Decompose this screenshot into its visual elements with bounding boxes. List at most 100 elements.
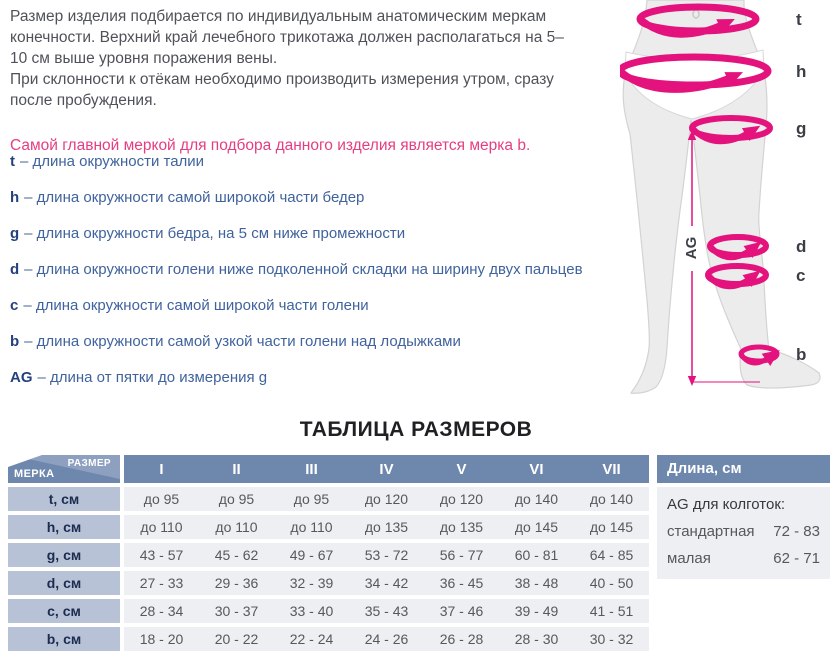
size-value-cell: 49 - 67 bbox=[274, 543, 349, 567]
ring-label-c: c bbox=[796, 266, 805, 285]
measure-key: c bbox=[10, 297, 19, 314]
size-value-cell: до 110 bbox=[199, 515, 274, 539]
size-column-header: IV bbox=[349, 455, 424, 483]
measure-item: c – длина окружности самой широкой части … bbox=[10, 295, 620, 331]
size-column-header: VI bbox=[499, 455, 574, 483]
size-value-cell: 37 - 46 bbox=[424, 599, 499, 623]
size-value-cell: до 140 bbox=[499, 487, 574, 511]
measure-item: d – длина окружности голени ниже подколен… bbox=[10, 259, 620, 295]
measure-item: t – длина окружности талии bbox=[10, 151, 620, 187]
measure-text: – длина окружности голени ниже подколенн… bbox=[24, 261, 583, 278]
ring-label-h: h bbox=[796, 62, 806, 81]
measure-key: AG bbox=[10, 369, 33, 386]
circumference-ring-d bbox=[707, 234, 769, 261]
circumference-ring-b bbox=[738, 344, 780, 367]
length-row: стандартная 72 - 83 bbox=[667, 523, 820, 540]
size-value-cell: до 110 bbox=[124, 515, 199, 539]
size-value-cell: 35 - 43 bbox=[349, 599, 424, 623]
circumference-ring-c bbox=[705, 263, 769, 290]
measure-item: b – длина окружности самой узкой части го… bbox=[10, 331, 620, 367]
length-panel-subtitle: AG для колготок: bbox=[667, 496, 786, 513]
size-value-cell: 39 - 49 bbox=[499, 599, 574, 623]
size-table-title: ТАБЛИЦА РАЗМЕРОВ bbox=[299, 418, 533, 441]
length-row: малая 62 - 71 bbox=[667, 550, 820, 567]
size-value-cell: 60 - 81 bbox=[499, 543, 574, 567]
size-value-cell: 53 - 72 bbox=[349, 543, 424, 567]
size-value-cell: до 120 bbox=[349, 487, 424, 511]
intro-paragraph-1: Размер изделия подбирается по индивидуал… bbox=[10, 8, 564, 67]
length-row-label: малая bbox=[667, 550, 711, 567]
ring-label-d: d bbox=[796, 237, 806, 256]
size-value-cell: 45 - 62 bbox=[199, 543, 274, 567]
size-value-cell: 36 - 45 bbox=[424, 571, 499, 595]
table-row: t, см до 95 до 95 до 95 до 120 до 120 до 140 до… bbox=[8, 487, 649, 511]
measure-text: – длина окружности талии bbox=[20, 153, 205, 170]
row-label: h, см bbox=[8, 515, 124, 539]
size-value-cell: 41 - 51 bbox=[574, 599, 649, 623]
ring-label-g: g bbox=[796, 119, 806, 138]
size-value-cell: 28 - 30 bbox=[499, 627, 574, 651]
row-label: b, см bbox=[8, 627, 124, 651]
length-panel-body: AG для колготок: стандартная 72 - 83 малая… bbox=[657, 487, 830, 579]
table-corner-cell: РАЗМЕР МЕРКА bbox=[8, 455, 124, 483]
measure-item: AG – длина от пятки до измерения g bbox=[10, 367, 620, 403]
size-value-cell: 28 - 34 bbox=[124, 599, 199, 623]
size-value-cell: до 95 bbox=[199, 487, 274, 511]
size-table-header-row: РАЗМЕР МЕРКА I II III IV V VI VII bbox=[8, 455, 649, 483]
size-value-cell: 22 - 24 bbox=[274, 627, 349, 651]
table-row: d, см 27 - 33 29 - 36 32 - 39 34 - 42 36 - 45… bbox=[8, 571, 649, 595]
size-table: РАЗМЕР МЕРКА I II III IV V VI VII t, см до 95 до… bbox=[8, 451, 649, 652]
length-row-value: 62 - 71 bbox=[773, 550, 820, 567]
measure-item: g – длина окружности бедра, на 5 см ниже … bbox=[10, 223, 620, 259]
size-value-cell: 43 - 57 bbox=[124, 543, 199, 567]
size-column-header: II bbox=[199, 455, 274, 483]
size-value-cell: до 110 bbox=[274, 515, 349, 539]
measure-key: g bbox=[10, 225, 20, 242]
measure-key: b bbox=[10, 333, 20, 350]
measure-text: – длина окружности самой широкой части г… bbox=[23, 297, 369, 314]
ring-label-b: b bbox=[796, 345, 806, 364]
size-value-cell: 64 - 85 bbox=[574, 543, 649, 567]
row-label: c, см bbox=[8, 599, 124, 623]
size-value-cell: до 95 bbox=[124, 487, 199, 511]
size-value-cell: 33 - 40 bbox=[274, 599, 349, 623]
row-label: d, см bbox=[8, 571, 124, 595]
legs-figure-illustration: AG t h g d c b bbox=[620, 0, 821, 394]
size-value-cell: до 135 bbox=[349, 515, 424, 539]
length-row-label: стандартная bbox=[667, 523, 755, 540]
table-row: g, см 43 - 57 45 - 62 49 - 67 53 - 72 56 - 77… bbox=[8, 543, 649, 567]
ag-line-label: AG bbox=[683, 237, 700, 260]
length-panel: Длина, см AG для колготок: стандартная 72… bbox=[657, 455, 830, 579]
size-value-cell: 24 - 26 bbox=[349, 627, 424, 651]
ring-label-t: t bbox=[796, 10, 802, 29]
size-value-cell: до 145 bbox=[574, 515, 649, 539]
row-label: g, см bbox=[8, 543, 124, 567]
size-value-cell: 56 - 77 bbox=[424, 543, 499, 567]
table-row: b, см 18 - 20 20 - 22 22 - 24 24 - 26 26 - 28… bbox=[8, 627, 649, 651]
size-value-cell: 32 - 39 bbox=[274, 571, 349, 595]
ring-labels: t h g d c b bbox=[796, 10, 806, 364]
measure-key: h bbox=[10, 189, 20, 206]
size-value-cell: 18 - 20 bbox=[124, 627, 199, 651]
length-panel-rows: стандартная 72 - 83 малая 62 - 71 bbox=[667, 523, 820, 567]
table-row: h, см до 110 до 110 до 110 до 135 до 135 до 14… bbox=[8, 515, 649, 539]
ag-measure-line: AG bbox=[680, 130, 760, 386]
size-value-cell: до 95 bbox=[274, 487, 349, 511]
size-column-header: V bbox=[424, 455, 499, 483]
size-value-cell: 20 - 22 bbox=[199, 627, 274, 651]
intro-highlight: Самой главной меркой для подбора данного… bbox=[10, 136, 531, 154]
table-row: c, см 28 - 34 30 - 37 33 - 40 35 - 43 37 - 46… bbox=[8, 599, 649, 623]
measure-text: – длина окружности самой узкой части гол… bbox=[24, 333, 461, 350]
measurements-list: t – длина окружности талии h – длина окружн… bbox=[10, 151, 620, 403]
circumference-ring-t bbox=[636, 3, 760, 38]
measure-text: – длина окружности бедра, на 5 см ниже п… bbox=[24, 225, 406, 242]
size-column-header: III bbox=[274, 455, 349, 483]
size-value-cell: до 135 bbox=[424, 515, 499, 539]
size-value-cell: до 145 bbox=[499, 515, 574, 539]
size-value-cell: 30 - 37 bbox=[199, 599, 274, 623]
measure-key: d bbox=[10, 261, 20, 278]
length-panel-title: Длина, см bbox=[657, 455, 830, 483]
corner-diagonal-split bbox=[8, 455, 120, 483]
size-value-cell: 38 - 48 bbox=[499, 571, 574, 595]
